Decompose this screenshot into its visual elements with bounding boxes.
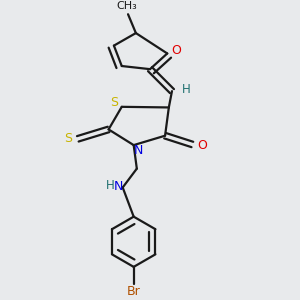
Text: N: N <box>114 180 124 193</box>
Text: O: O <box>197 139 207 152</box>
Text: O: O <box>172 44 182 58</box>
Text: S: S <box>110 96 118 109</box>
Text: S: S <box>64 132 72 145</box>
Text: H: H <box>106 179 115 192</box>
Text: H: H <box>182 83 190 96</box>
Text: N: N <box>134 144 143 157</box>
Text: Br: Br <box>127 285 141 298</box>
Text: CH₃: CH₃ <box>116 2 137 11</box>
